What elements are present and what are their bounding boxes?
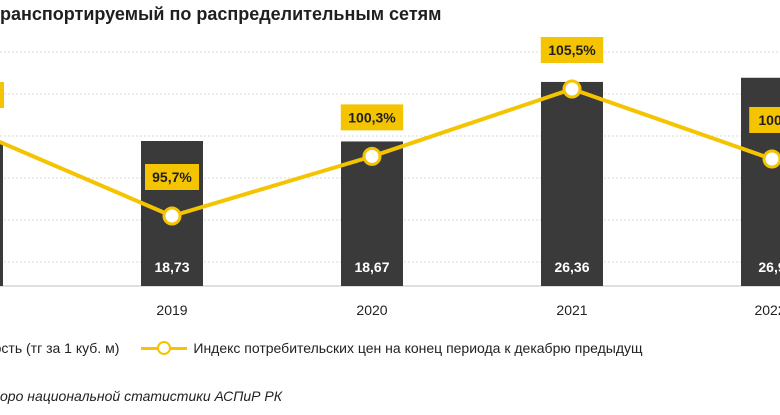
bar-value-label: 18,67 bbox=[354, 259, 389, 275]
line-data-label: 100, bbox=[758, 112, 780, 128]
line-data-label-box bbox=[540, 37, 604, 63]
line-data-label-box bbox=[145, 164, 199, 190]
chart-title: ранспортируемый по распределительным сет… bbox=[0, 4, 442, 24]
source-note: оро национальной статистики АСПиР РК bbox=[0, 388, 282, 404]
line-point bbox=[362, 146, 382, 166]
x-tick-label: 2021 bbox=[556, 302, 587, 318]
line-point bbox=[162, 206, 182, 226]
legend-entry-line: Индекс потребительских цен на конец пери… bbox=[119, 340, 643, 356]
legend-line-swatch bbox=[141, 341, 188, 355]
line-data-label-box bbox=[0, 82, 4, 108]
line-data-label-box bbox=[340, 104, 404, 131]
bar bbox=[541, 81, 603, 286]
legend: мость (тг за 1 куб. м) Индекс потребител… bbox=[0, 340, 643, 356]
line-data-label: 105,5% bbox=[548, 42, 596, 58]
line-data-label: 95,7% bbox=[152, 169, 192, 185]
line-point bbox=[762, 149, 780, 169]
bar-value-label: 26,36 bbox=[554, 259, 589, 275]
bar bbox=[0, 141, 3, 286]
legend-line-label: Индекс потребительских цен на конец пери… bbox=[193, 340, 643, 356]
x-tick-label: 2019 bbox=[156, 302, 187, 318]
x-tick-label: 2020 bbox=[356, 302, 387, 318]
line-data-label-box bbox=[749, 106, 780, 133]
x-tick-label: 2022/ bbox=[754, 302, 780, 318]
bar-value-label: 26,9 bbox=[758, 259, 780, 275]
line-data-label: 100,3% bbox=[348, 109, 396, 125]
legend-entry-bar: мость (тг за 1 куб. м) bbox=[0, 340, 119, 356]
bar-value-label: 18,73 bbox=[154, 259, 189, 275]
line-point bbox=[562, 79, 582, 99]
legend-bar-label: мость (тг за 1 куб. м) bbox=[0, 340, 120, 356]
